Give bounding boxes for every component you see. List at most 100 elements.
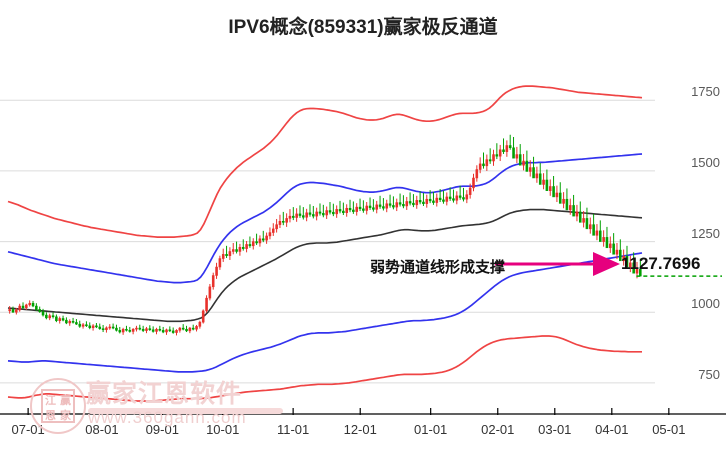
candle-body <box>485 159 489 167</box>
candle-body <box>88 325 92 329</box>
candle-body <box>562 198 565 204</box>
candle-body <box>612 243 615 255</box>
candle-body <box>498 149 502 157</box>
chart-plot-area <box>0 60 726 415</box>
candle-body <box>211 275 215 288</box>
x-axis <box>0 408 726 415</box>
candle-body <box>375 204 379 210</box>
x-axis-tick-label: 04-01 <box>595 422 629 437</box>
series-upper_outer_band <box>7 85 643 238</box>
candle-body <box>45 314 48 319</box>
candle-body <box>235 249 238 252</box>
candle-body <box>322 213 325 216</box>
y-axis-tick-label: 1750 <box>691 84 720 100</box>
candle-body <box>55 316 58 321</box>
candle-body <box>578 211 582 223</box>
candle-body <box>31 302 35 307</box>
candle-body <box>325 210 328 216</box>
x-axis-tick-label: 11-01 <box>276 422 310 437</box>
candle-body <box>472 177 475 189</box>
candle-body <box>415 200 419 206</box>
candle-body <box>542 179 545 185</box>
candle-body <box>395 202 399 208</box>
candle-body <box>482 163 485 167</box>
candlestick-series <box>8 134 642 336</box>
candle-body <box>171 330 175 333</box>
candle-body <box>602 237 605 242</box>
candle-body <box>18 305 21 311</box>
candle-body <box>425 198 429 204</box>
candle-body <box>111 326 115 329</box>
candle-body <box>181 327 185 330</box>
candle-body <box>251 241 255 247</box>
candle-body <box>278 220 282 225</box>
candle-body <box>218 258 222 268</box>
candle-body <box>615 249 619 255</box>
candle-body <box>145 328 148 331</box>
candle-body <box>228 251 232 256</box>
candle-body <box>165 329 168 333</box>
candle-body <box>552 186 555 198</box>
candle-body <box>95 325 98 328</box>
support-annotation-label: 弱势通道线形成支撑 <box>370 259 506 276</box>
candle-body <box>215 266 218 276</box>
x-axis-tick-label: 05-01 <box>652 422 686 437</box>
candle-body <box>315 211 318 217</box>
candle-body <box>398 202 402 205</box>
candle-body <box>245 244 248 249</box>
candle-body <box>38 309 41 312</box>
candle-body <box>525 160 529 172</box>
candle-body <box>639 269 642 277</box>
candle-body <box>41 311 45 316</box>
candle-body <box>522 160 525 166</box>
y-axis-tick-label: 1000 <box>691 296 720 312</box>
candle-body <box>458 195 462 198</box>
candle-body <box>168 329 172 332</box>
candle-body <box>388 203 392 206</box>
candle-body <box>312 214 315 217</box>
candle-body <box>105 327 108 331</box>
candle-body <box>362 208 365 211</box>
candle-body <box>8 309 11 312</box>
candle-body <box>358 206 362 210</box>
candle-body <box>28 302 31 306</box>
series-lower_inner_band <box>7 252 643 373</box>
candle-body <box>455 195 459 201</box>
candle-body <box>392 205 395 208</box>
candle-body <box>125 328 128 331</box>
candle-body <box>465 194 469 200</box>
candle-body <box>468 187 472 195</box>
candle-body <box>318 211 322 214</box>
candle-body <box>68 321 72 324</box>
candle-body <box>61 318 65 321</box>
candle-body <box>342 210 345 214</box>
candle-body <box>85 324 88 327</box>
candle-body <box>35 305 38 310</box>
candle-body <box>492 154 495 162</box>
candle-body <box>408 201 412 204</box>
candle-body <box>65 319 68 324</box>
candle-body <box>238 246 242 252</box>
candle-body <box>265 235 268 241</box>
candle-body <box>295 213 298 218</box>
candle-body <box>502 149 505 152</box>
candle-body <box>48 315 52 319</box>
x-axis-tick-label: 09-01 <box>145 422 179 437</box>
series-lower_outer_band <box>7 335 642 402</box>
candle-body <box>71 321 75 323</box>
candle-body <box>131 328 135 332</box>
candle-body <box>118 330 122 333</box>
candle-body <box>328 210 332 213</box>
candle-body <box>592 224 595 236</box>
candle-body <box>352 209 355 212</box>
candle-body <box>582 218 585 223</box>
candle-body <box>161 330 165 333</box>
x-axis-tick-label: 02-01 <box>481 422 515 437</box>
series-mid_line <box>7 208 643 323</box>
candle-body <box>535 173 539 179</box>
candle-body <box>512 147 515 159</box>
candle-body <box>365 205 368 211</box>
x-axis-tick-label: 08-01 <box>85 422 119 437</box>
candle-body <box>282 220 285 223</box>
